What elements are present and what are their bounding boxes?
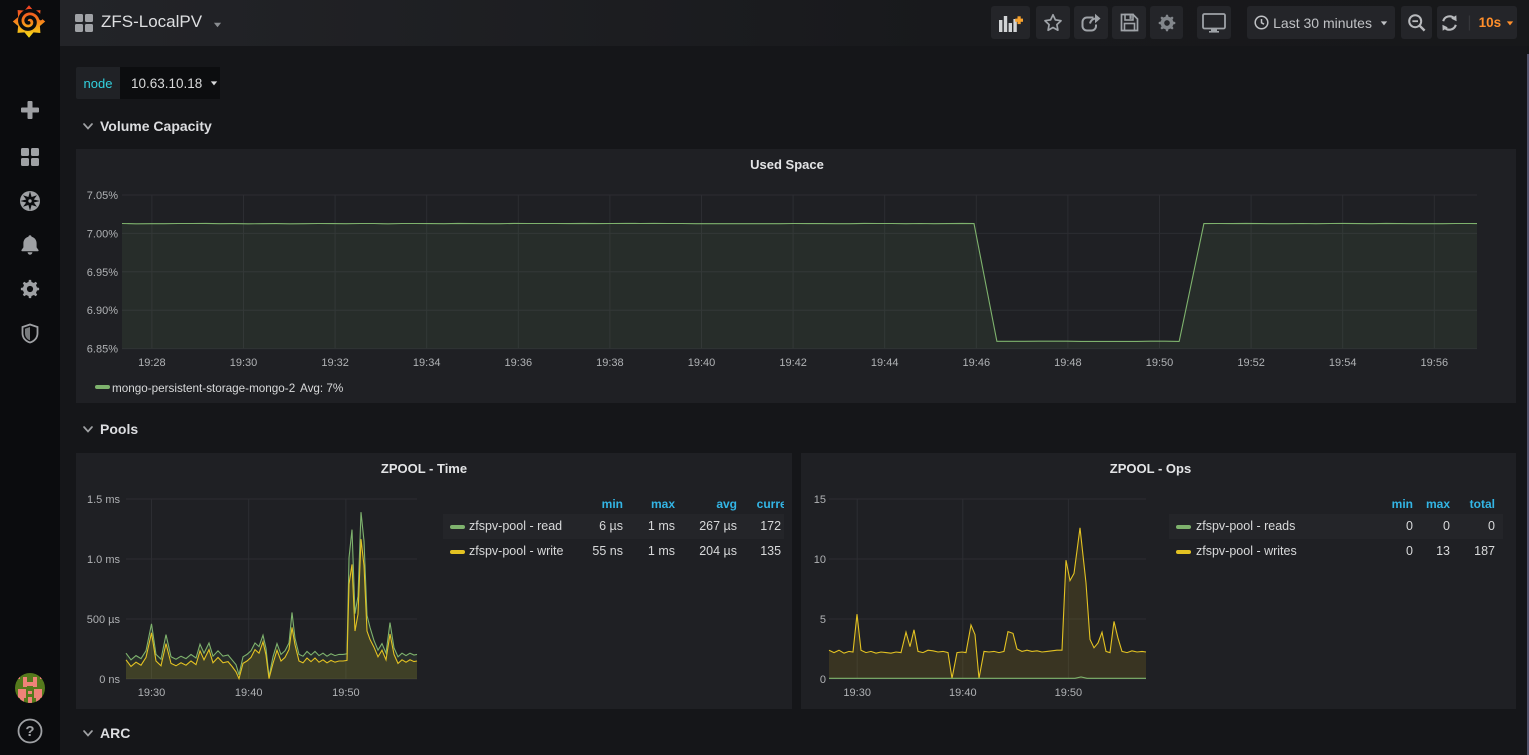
- svg-text:6.95%: 6.95%: [87, 267, 118, 279]
- svg-text:1.0 ms: 1.0 ms: [87, 554, 121, 566]
- svg-text:15: 15: [814, 494, 826, 506]
- svg-text:19:42: 19:42: [779, 357, 807, 369]
- svg-text:19:52: 19:52: [1237, 357, 1265, 369]
- svg-text:19:46: 19:46: [963, 357, 991, 369]
- svg-text:19:28: 19:28: [138, 357, 166, 369]
- svg-text:19:40: 19:40: [688, 357, 716, 369]
- svg-text:19:30: 19:30: [843, 687, 871, 699]
- svg-text:7.05%: 7.05%: [87, 190, 118, 202]
- svg-text:19:50: 19:50: [1055, 687, 1083, 699]
- svg-text:?: ?: [25, 723, 34, 740]
- svg-text:Avg: 7%: Avg: 7%: [300, 382, 343, 395]
- svg-text:19:54: 19:54: [1329, 357, 1357, 369]
- svg-text:6.90%: 6.90%: [87, 305, 118, 317]
- svg-text:19:50: 19:50: [332, 687, 360, 699]
- svg-text:10: 10: [814, 554, 826, 566]
- svg-text:19:44: 19:44: [871, 357, 899, 369]
- svg-text:5: 5: [820, 614, 826, 626]
- svg-text:ZPOOL - Ops: ZPOOL - Ops: [1110, 461, 1191, 476]
- svg-text:Used Space: Used Space: [750, 157, 824, 172]
- svg-text:0 ns: 0 ns: [99, 674, 120, 686]
- svg-text:500 µs: 500 µs: [87, 614, 121, 626]
- svg-text:19:40: 19:40: [235, 687, 263, 699]
- svg-text:19:48: 19:48: [1054, 357, 1082, 369]
- svg-text:19:36: 19:36: [505, 357, 533, 369]
- svg-text:6.85%: 6.85%: [87, 344, 118, 356]
- svg-text:19:50: 19:50: [1146, 357, 1174, 369]
- svg-text:ZPOOL - Time: ZPOOL - Time: [381, 461, 467, 476]
- svg-text:19:40: 19:40: [949, 687, 977, 699]
- svg-text:1.5 ms: 1.5 ms: [87, 494, 121, 506]
- svg-text:mongo-persistent-storage-mongo: mongo-persistent-storage-mongo-2: [112, 382, 295, 395]
- svg-text:7.00%: 7.00%: [87, 228, 118, 240]
- svg-text:19:30: 19:30: [230, 357, 258, 369]
- svg-text:19:34: 19:34: [413, 357, 441, 369]
- svg-text:19:56: 19:56: [1421, 357, 1449, 369]
- svg-text:19:32: 19:32: [321, 357, 349, 369]
- svg-text:19:38: 19:38: [596, 357, 624, 369]
- svg-text:19:30: 19:30: [138, 687, 166, 699]
- svg-text:0: 0: [820, 674, 826, 686]
